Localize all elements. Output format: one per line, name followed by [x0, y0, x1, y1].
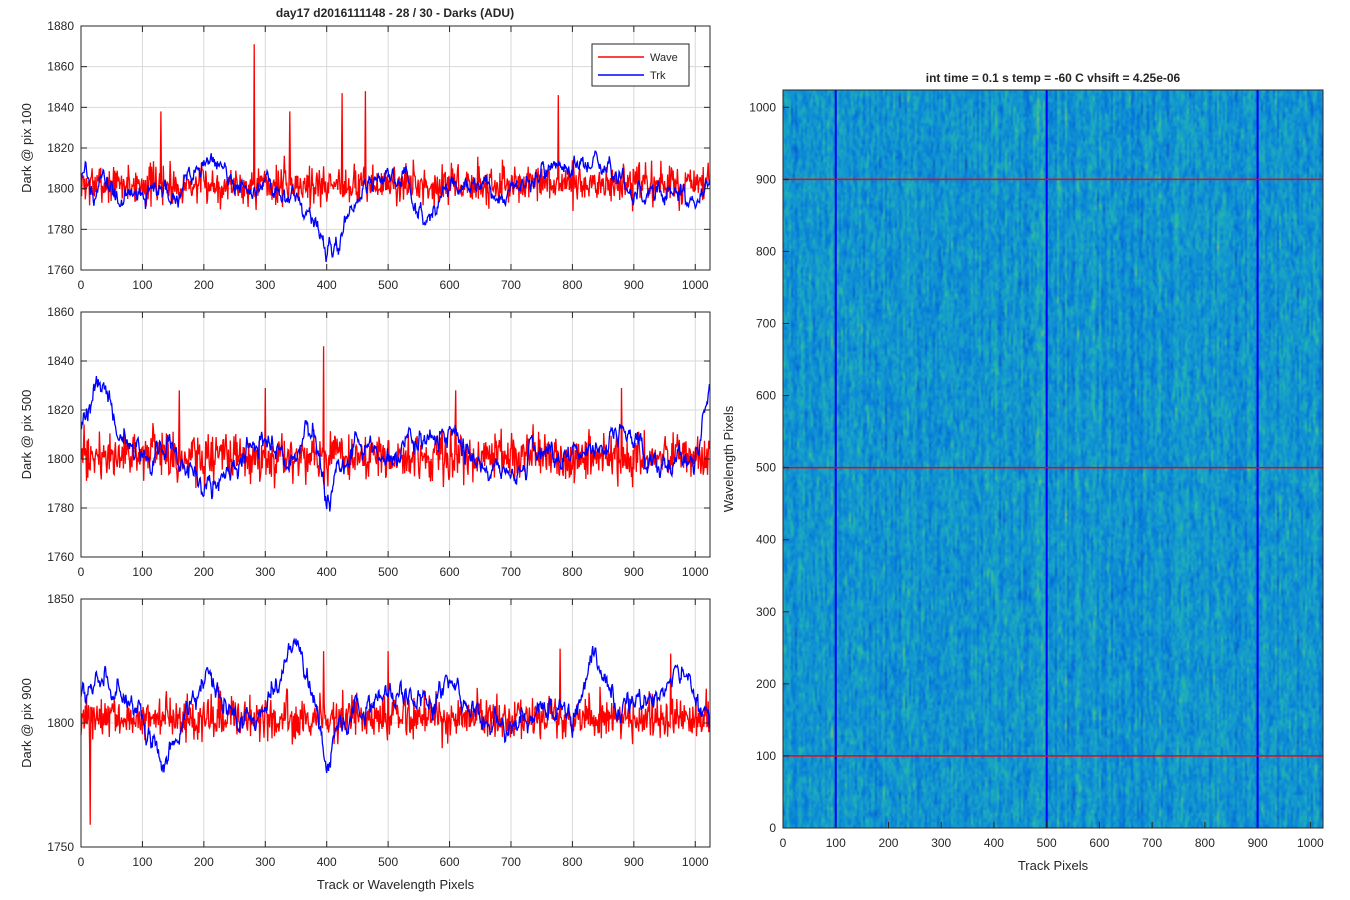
y-tick-label: 1880 [47, 19, 74, 33]
axes-box [782, 89, 1324, 829]
y-tick-label: 1800 [47, 182, 74, 196]
x-tick-label: 800 [562, 565, 582, 579]
x-tick-label: 0 [78, 565, 85, 579]
y-tick-label: 1760 [47, 550, 74, 564]
y-tick-label: 500 [756, 461, 776, 475]
y-tick-label: 1760 [47, 263, 74, 277]
y-tick-label: 1820 [47, 403, 74, 417]
x-tick-label: 300 [255, 855, 275, 869]
x-tick-label: 800 [562, 278, 582, 292]
x-tick-label: 1000 [682, 278, 709, 292]
x-tick-label: 400 [317, 855, 337, 869]
y-tick-label: 1840 [47, 100, 74, 114]
x-tick-label: 0 [780, 836, 787, 850]
x-axis-label: Track Pixels [1018, 858, 1089, 873]
x-tick-label: 0 [78, 855, 85, 869]
x-tick-label: 400 [317, 565, 337, 579]
series-trk [80, 376, 711, 512]
x-tick-label: 500 [1037, 836, 1057, 850]
heatmap-image [783, 90, 1323, 828]
y-tick-label: 1800 [47, 716, 74, 730]
legend-label-wave: Wave [650, 52, 678, 64]
legend-label-trk: Trk [650, 70, 666, 82]
x-tick-label: 900 [624, 855, 644, 869]
axes-box [80, 311, 711, 558]
x-tick-label: 100 [826, 836, 846, 850]
x-tick-label: 200 [194, 565, 214, 579]
x-tick-label: 300 [255, 278, 275, 292]
y-tick-label: 1860 [47, 305, 74, 319]
plot-area [81, 312, 710, 557]
x-tick-label: 200 [878, 836, 898, 850]
y-tick-label: 0 [769, 821, 776, 835]
y-tick-label: 1840 [47, 354, 74, 368]
y-axis-label: Dark @ pix 500 [19, 390, 34, 480]
x-tick-label: 100 [132, 278, 152, 292]
y-tick-label: 1820 [47, 141, 74, 155]
y-tick-label: 1860 [47, 60, 74, 74]
y-tick-label: 700 [756, 317, 776, 331]
x-tick-label: 1000 [1297, 836, 1324, 850]
x-tick-label: 900 [624, 278, 644, 292]
x-tick-label: 600 [440, 278, 460, 292]
y-tick-label: 1000 [749, 100, 776, 114]
x-tick-label: 400 [984, 836, 1004, 850]
figure-title: day17 d2016111148 - 28 / 30 - Darks (ADU… [276, 6, 514, 20]
y-tick-label: 1780 [47, 501, 74, 515]
heatmap-title: int time = 0.1 s temp = -60 C vhsift = 4… [926, 71, 1181, 85]
y-tick-label: 1850 [47, 592, 74, 606]
y-tick-label: 600 [756, 389, 776, 403]
x-tick-label: 900 [1248, 836, 1268, 850]
x-tick-label: 700 [501, 855, 521, 869]
y-axis-label: Dark @ pix 900 [19, 678, 34, 768]
y-tick-label: 200 [756, 677, 776, 691]
y-tick-label: 800 [756, 244, 776, 258]
x-tick-label: 400 [317, 278, 337, 292]
line-chart-dark-pix-500: 0 100 200 300 400 500 600 700 800 900 1000 1760 1780… [19, 305, 711, 579]
series-trk [80, 637, 711, 774]
x-tick-label: 900 [624, 565, 644, 579]
y-tick-label: 900 [756, 172, 776, 186]
x-tick-label: 200 [194, 278, 214, 292]
x-axis-label: Track or Wavelength Pixels [317, 877, 475, 892]
x-tick-label: 700 [501, 278, 521, 292]
y-tick-label: 1800 [47, 452, 74, 466]
x-tick-label: 100 [132, 565, 152, 579]
y-tick-label: 400 [756, 533, 776, 547]
x-tick-label: 300 [255, 565, 275, 579]
x-tick-label: 500 [378, 278, 398, 292]
x-tick-label: 200 [194, 855, 214, 869]
series-trk [80, 150, 711, 262]
x-tick-label: 800 [562, 855, 582, 869]
y-tick-label: 300 [756, 605, 776, 619]
x-tick-label: 1000 [682, 855, 709, 869]
x-tick-label: 1000 [682, 565, 709, 579]
x-tick-label: 600 [1089, 836, 1109, 850]
x-tick-label: 0 [78, 278, 85, 292]
y-tick-label: 100 [756, 749, 776, 763]
y-axis-label: Wavelength Pixels [721, 405, 736, 512]
y-axis-label: Dark @ pix 100 [19, 103, 34, 193]
legend: Wave Trk [591, 43, 690, 87]
x-tick-label: 700 [1142, 836, 1162, 850]
y-tick-label: 1750 [47, 840, 74, 854]
x-tick-label: 600 [440, 565, 460, 579]
x-tick-label: 100 [132, 855, 152, 869]
x-tick-label: 800 [1195, 836, 1215, 850]
heatmap-chart: 0 100 200 300 400 500 600 700 800 900 1000 0 100 200 3… [721, 71, 1324, 873]
x-tick-label: 500 [378, 565, 398, 579]
x-tick-label: 500 [378, 855, 398, 869]
line-chart-dark-pix-900: 0 100 200 300 400 500 600 700 800 900 1000 1750 1800… [19, 592, 711, 892]
y-tick-label: 1780 [47, 222, 74, 236]
x-tick-label: 600 [440, 855, 460, 869]
x-tick-label: 300 [931, 836, 951, 850]
line-chart-dark-pix-100: 0 100 200 300 400 500 600 700 800 900 1000 1760 1780… [19, 19, 711, 292]
legend-box [591, 43, 690, 87]
x-tick-label: 700 [501, 565, 521, 579]
